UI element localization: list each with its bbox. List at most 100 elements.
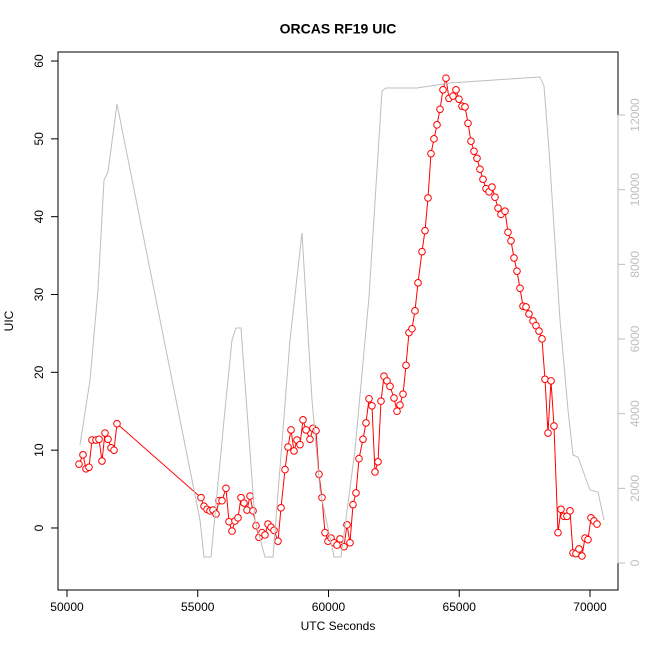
x-tick-label: 65000: [443, 600, 477, 614]
data-point: [359, 435, 367, 444]
data-point: [368, 401, 376, 410]
data-point: [464, 119, 472, 128]
data-point: [467, 137, 475, 145]
data-point: [439, 86, 447, 94]
data-point: [516, 284, 524, 293]
data-point: [110, 446, 118, 454]
data-point: [277, 503, 285, 512]
data-point: [455, 95, 463, 103]
data-point: [408, 324, 416, 333]
data-point: [593, 520, 601, 528]
data-point: [436, 105, 444, 114]
data-point: [507, 237, 515, 245]
data-point: [418, 247, 426, 256]
data-point: [306, 435, 314, 444]
data-point: [566, 507, 574, 515]
data-point: [197, 493, 205, 502]
data-point: [433, 121, 441, 129]
data-point: [501, 207, 509, 216]
data-point: [246, 492, 254, 500]
data-point: [249, 507, 257, 515]
y2-tick-label: 4000: [628, 400, 642, 427]
data-point: [95, 435, 103, 444]
data-point: [452, 86, 460, 94]
data-point: [390, 394, 398, 402]
data-point: [449, 92, 457, 100]
data-point: [371, 468, 379, 476]
data-point: [377, 397, 385, 405]
data-point: [488, 183, 496, 191]
data-point: [101, 429, 109, 437]
y2-tick-label: 0: [628, 559, 642, 566]
data-point: [399, 390, 407, 398]
data-point: [386, 382, 394, 391]
data-point: [402, 361, 410, 370]
data-point: [504, 228, 512, 237]
data-point: [228, 527, 236, 535]
data-point: [479, 175, 487, 184]
y2-tick-label: 8000: [628, 251, 642, 278]
data-point: [411, 307, 419, 315]
y-tick-label: 30: [32, 288, 46, 302]
data-point: [302, 426, 310, 434]
data-point: [274, 537, 282, 546]
data-point: [442, 74, 450, 82]
data-point: [525, 310, 533, 318]
y2-tick-label: 12000: [628, 98, 642, 132]
y2-tick-label: 6000: [628, 325, 642, 352]
data-point: [261, 531, 269, 539]
data-point: [104, 435, 112, 444]
data-point: [333, 541, 341, 549]
data-point: [522, 303, 530, 311]
y-tick-label: 40: [32, 210, 46, 224]
data-point: [222, 484, 230, 493]
data-point: [554, 528, 562, 537]
data-point: [476, 165, 484, 174]
data-point: [393, 407, 401, 416]
x-tick-label: 50000: [50, 600, 84, 614]
data-point: [491, 193, 499, 202]
data-point: [365, 394, 373, 403]
data-point: [396, 401, 404, 409]
y-tick-label: 20: [32, 365, 46, 379]
y-tick-label: 50: [32, 132, 46, 146]
data-point: [513, 267, 521, 275]
data-point: [346, 538, 354, 547]
data-point: [98, 457, 106, 465]
data-point: [312, 426, 320, 435]
data-point: [421, 226, 429, 235]
data-point: [550, 422, 558, 430]
y2-tick-label: 10000: [628, 173, 642, 207]
data-point: [470, 147, 478, 156]
y-tick-label: 60: [32, 54, 46, 68]
data-point: [79, 451, 87, 459]
x-axis-label: UTC Seconds: [301, 619, 376, 633]
data-point: [75, 460, 83, 468]
data-point: [212, 510, 220, 518]
data-point: [290, 447, 298, 455]
data-point: [557, 505, 565, 514]
series-line: [79, 76, 605, 558]
data-point: [494, 204, 502, 212]
data-point: [578, 552, 586, 560]
data-point: [321, 528, 329, 537]
data-point: [427, 149, 435, 158]
data-point: [355, 454, 363, 463]
data-point: [362, 419, 370, 427]
y2-tick-label: 2000: [628, 475, 642, 502]
data-point: [270, 526, 278, 535]
data-point: [535, 327, 543, 335]
data-point: [234, 514, 242, 522]
data-point: [296, 440, 304, 449]
data-point: [113, 419, 121, 428]
data-point: [584, 535, 592, 544]
data-point: [336, 535, 344, 543]
data-point: [510, 254, 518, 262]
data-point: [349, 500, 357, 509]
x-tick-label: 60000: [312, 600, 346, 614]
data-point: [544, 429, 552, 437]
data-point: [218, 496, 226, 505]
